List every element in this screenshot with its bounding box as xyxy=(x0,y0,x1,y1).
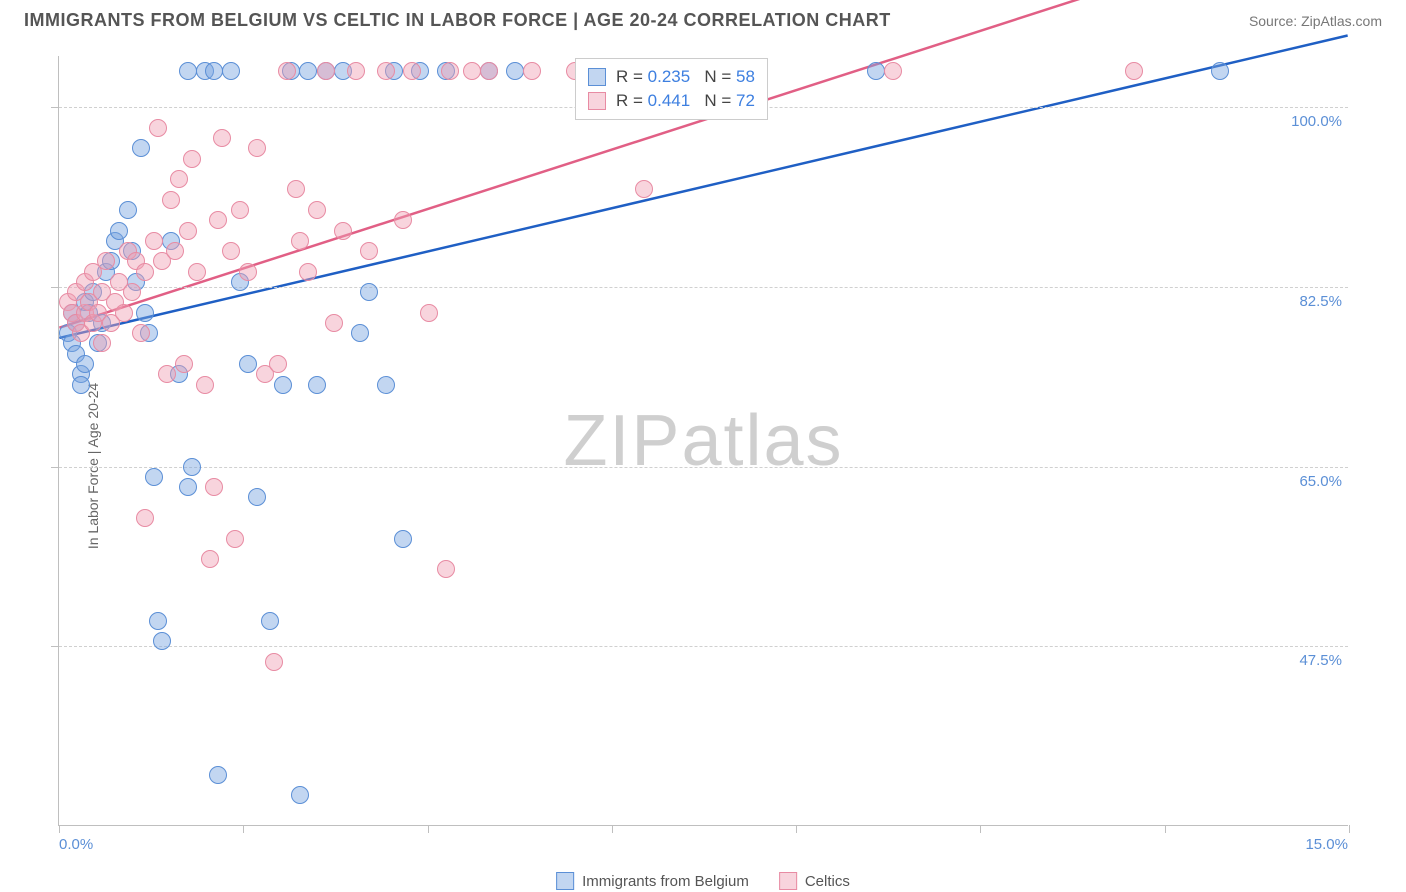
gridline xyxy=(59,467,1348,468)
series-swatch-icon xyxy=(588,92,606,110)
legend-label: Celtics xyxy=(805,873,850,890)
series-swatch-icon xyxy=(588,68,606,86)
x-tick xyxy=(612,825,613,833)
chart-title: IMMIGRANTS FROM BELGIUM VS CELTIC IN LAB… xyxy=(24,10,891,31)
y-tick-label: 100.0% xyxy=(1291,113,1342,130)
y-tick-label: 47.5% xyxy=(1299,652,1342,669)
gridline xyxy=(59,646,1348,647)
legend-swatch-icon xyxy=(779,872,797,890)
plot-region: ZIPatlas 47.5%65.0%82.5%100.0%0.0%15.0%R… xyxy=(58,56,1348,826)
legend-label: Immigrants from Belgium xyxy=(582,873,749,890)
y-tick-label: 82.5% xyxy=(1299,293,1342,310)
correlation-legend: R = 0.235 N = 58R = 0.441 N = 72 xyxy=(575,58,768,120)
x-tick xyxy=(980,825,981,833)
y-tick xyxy=(51,287,59,288)
correlation-row: R = 0.235 N = 58 xyxy=(588,65,755,89)
x-tick xyxy=(428,825,429,833)
r-text: R = 0.441 N = 72 xyxy=(616,89,755,113)
legend-item-belgium: Immigrants from Belgium xyxy=(556,872,749,890)
x-max-label: 15.0% xyxy=(1305,836,1348,853)
x-tick xyxy=(243,825,244,833)
y-tick xyxy=(51,467,59,468)
y-tick xyxy=(51,107,59,108)
regression-lines xyxy=(59,56,1348,825)
legend-bottom: Immigrants from Belgium Celtics xyxy=(556,872,850,890)
r-text: R = 0.235 N = 58 xyxy=(616,65,755,89)
chart-area: In Labor Force | Age 20-24 ZIPatlas 47.5… xyxy=(0,40,1406,892)
gridline xyxy=(59,287,1348,288)
correlation-row: R = 0.441 N = 72 xyxy=(588,89,755,113)
regression-line xyxy=(59,0,1347,328)
x-tick xyxy=(796,825,797,833)
chart-source: Source: ZipAtlas.com xyxy=(1249,13,1382,29)
legend-swatch-icon xyxy=(556,872,574,890)
x-tick xyxy=(1165,825,1166,833)
y-tick-label: 65.0% xyxy=(1299,473,1342,490)
x-tick xyxy=(59,825,60,833)
x-tick xyxy=(1349,825,1350,833)
y-tick xyxy=(51,646,59,647)
x-min-label: 0.0% xyxy=(59,836,93,853)
chart-header: IMMIGRANTS FROM BELGIUM VS CELTIC IN LAB… xyxy=(0,0,1406,39)
legend-item-celtics: Celtics xyxy=(779,872,850,890)
